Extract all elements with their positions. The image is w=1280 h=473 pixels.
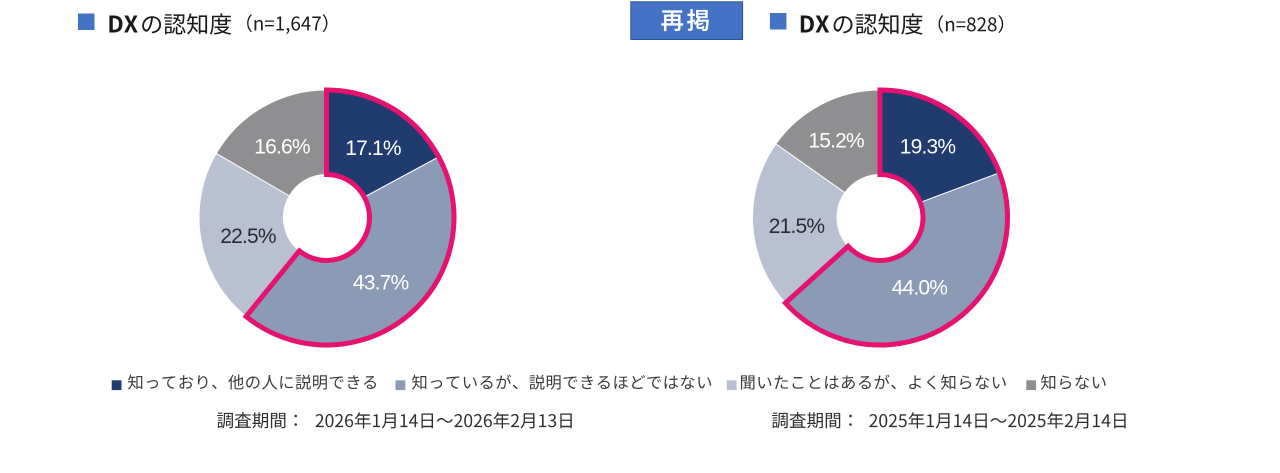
svg-text:21.5%: 21.5% [769, 215, 825, 238]
svg-text:17.1%: 17.1% [345, 137, 401, 160]
svg-text:44.0%: 44.0% [892, 276, 948, 299]
svg-text:22.5%: 22.5% [220, 225, 276, 248]
svg-text:16.6%: 16.6% [254, 136, 310, 159]
svg-text:43.7%: 43.7% [353, 271, 409, 294]
svg-text:15.2%: 15.2% [808, 130, 864, 153]
svg-text:19.3%: 19.3% [900, 136, 956, 159]
